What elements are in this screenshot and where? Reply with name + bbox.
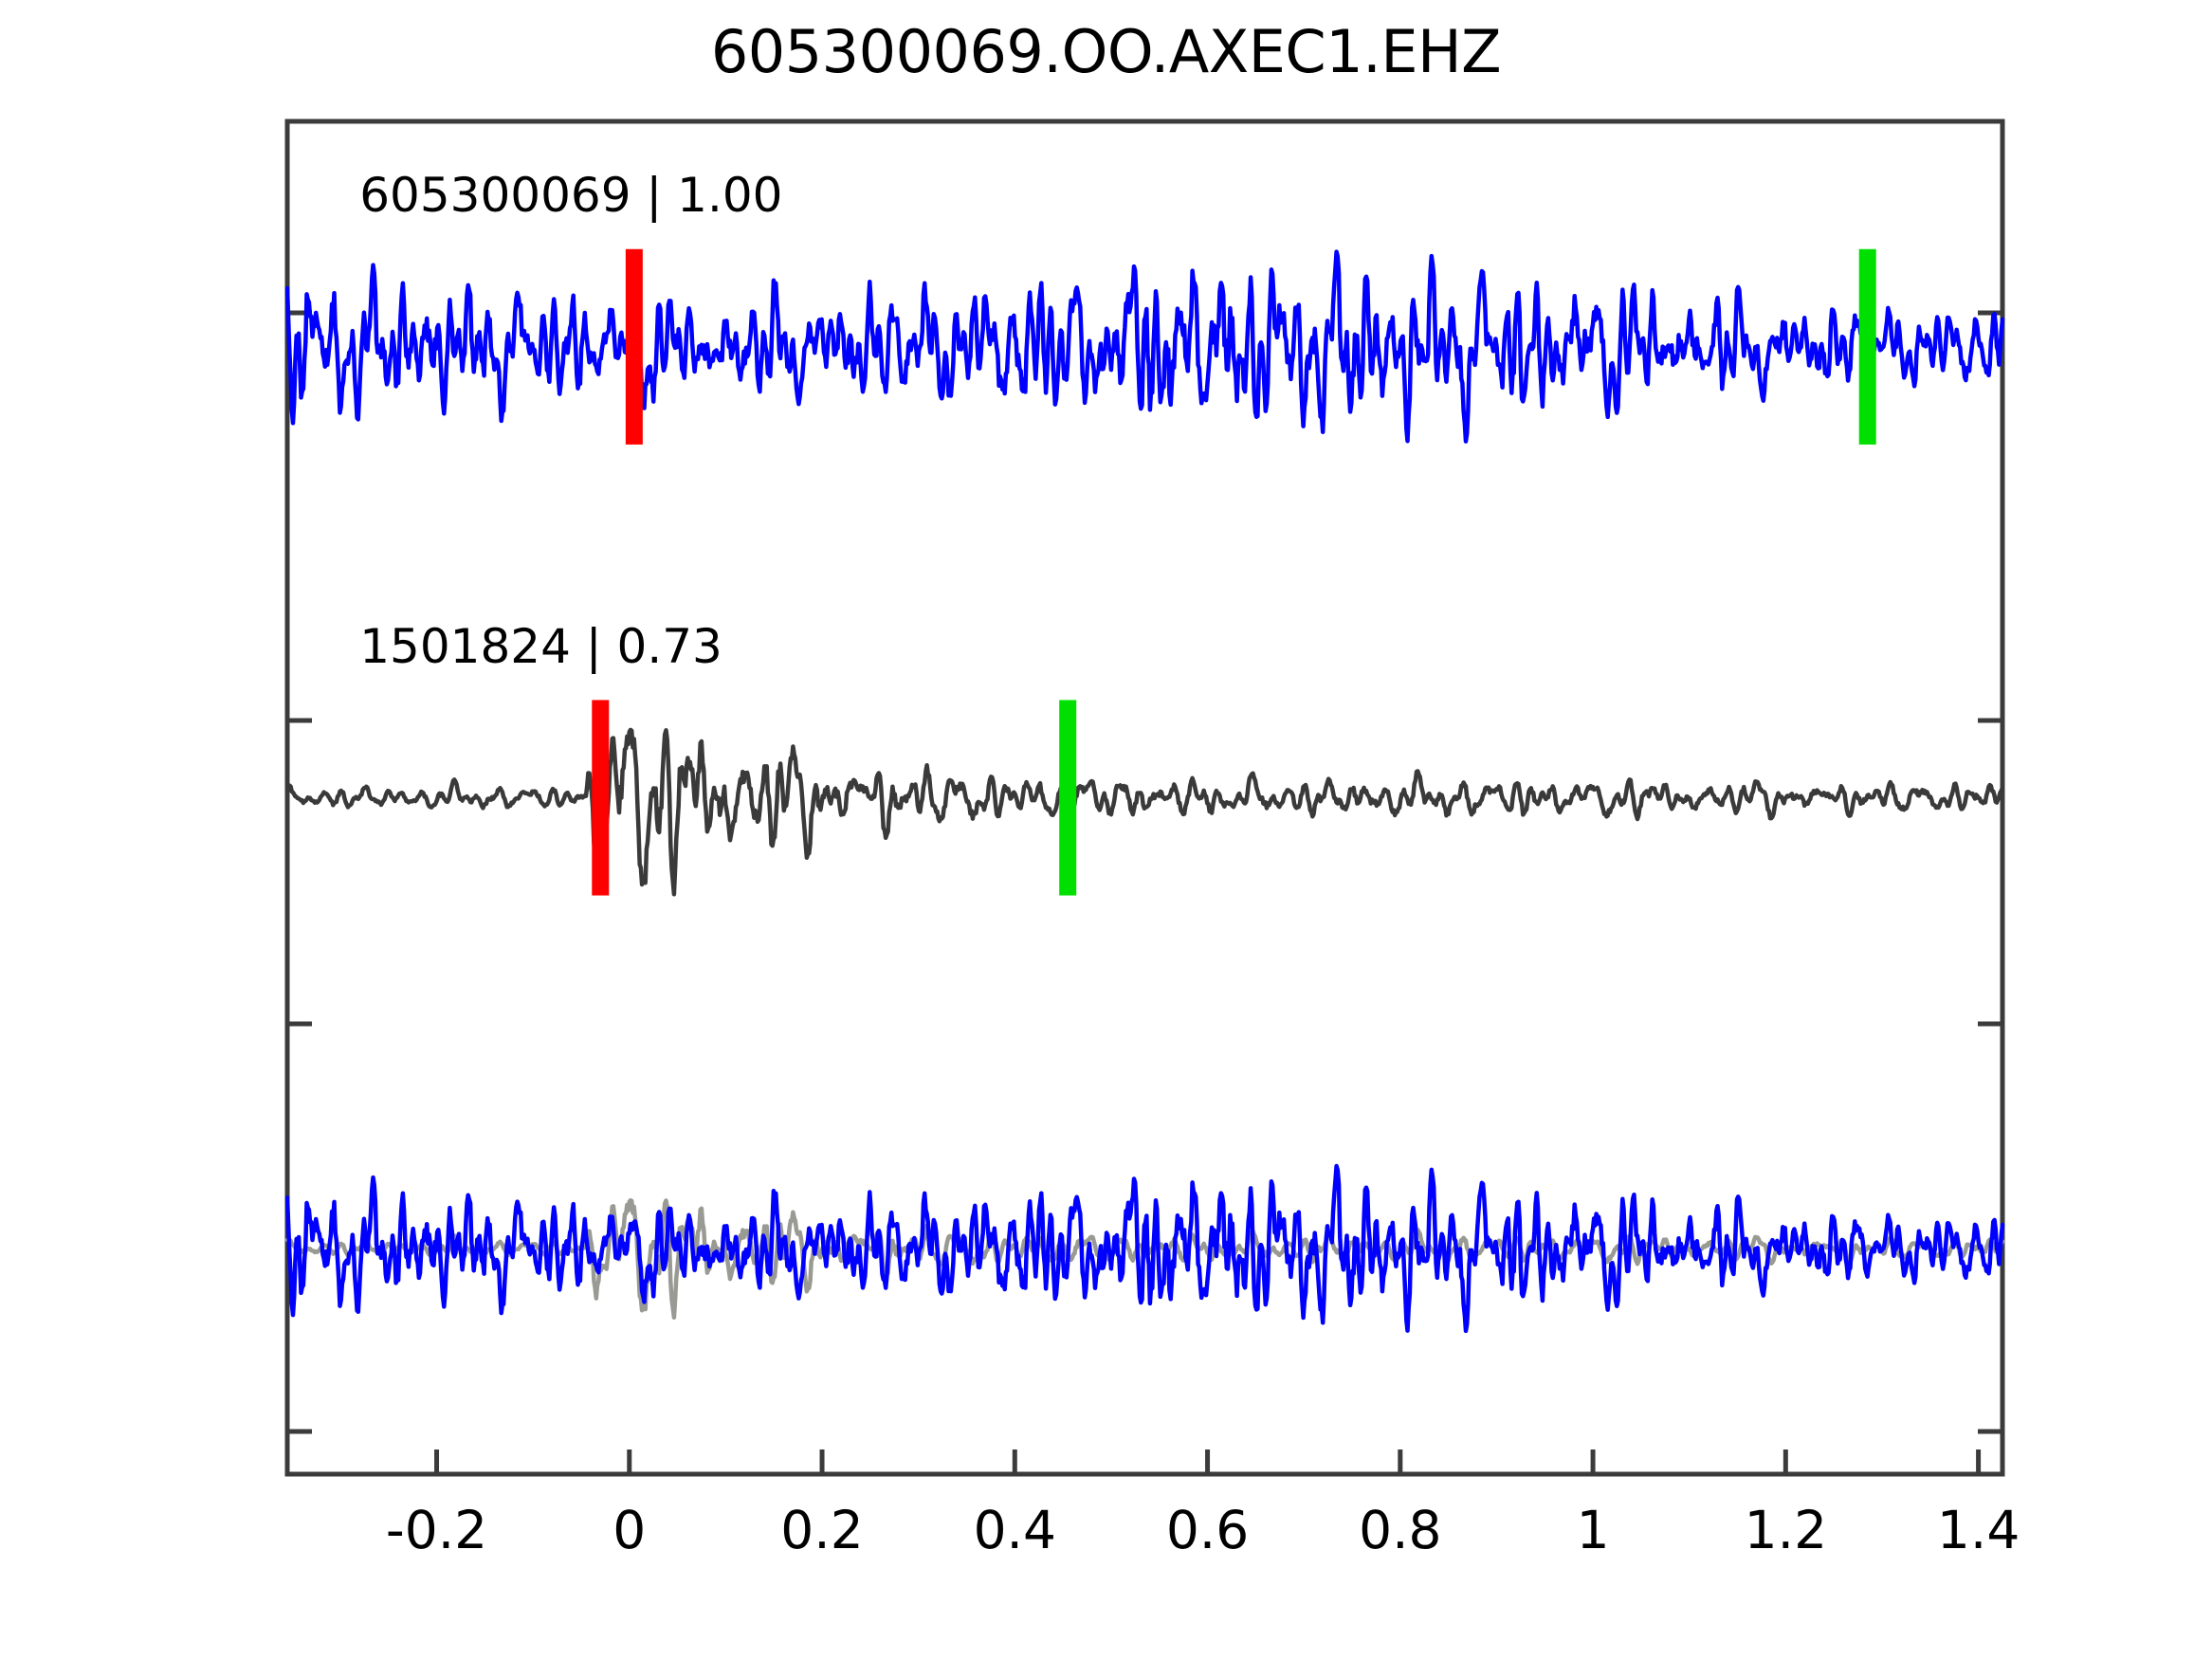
- y-tick-marks: [287, 310, 2002, 1434]
- x-tick-label: 0.8: [1359, 1500, 1441, 1560]
- x-tick-label: 1.4: [1937, 1500, 2020, 1560]
- waveform-detection-trace: [284, 727, 2005, 897]
- pick-marker-pick-start: [625, 248, 643, 445]
- pick-marker-pick-end: [1858, 248, 1876, 445]
- trace-labels: 605300069 | 1.00 1501824 | 0.73: [359, 168, 782, 674]
- x-tick-label: 0.2: [780, 1500, 863, 1560]
- x-tick-labels: -0.2 0 0.2 0.4 0.6 0.8 1 1.2 1.4: [386, 1500, 2020, 1560]
- waveform-traces: [284, 249, 2005, 1334]
- axes-frame: [284, 118, 2005, 1477]
- page-title: 605300069.OO.AXEC1.EHZ: [710, 17, 1502, 86]
- pick-marker-pick-end: [1059, 700, 1077, 896]
- x-tick-label: 0.4: [974, 1500, 1056, 1560]
- x-tick-marks: [434, 1449, 1982, 1474]
- x-tick-label: 1: [1577, 1500, 1610, 1560]
- waveform-template-trace: [284, 249, 2005, 444]
- x-tick-label: 1.2: [1745, 1500, 1827, 1560]
- pick-marker-pick-start: [592, 700, 610, 896]
- trace-label-template-trace: 605300069 | 1.00: [359, 168, 782, 223]
- pick-markers: [592, 248, 1876, 896]
- x-tick-label: -0.2: [386, 1500, 487, 1560]
- trace-label-detection-trace: 1501824 | 0.73: [359, 619, 722, 674]
- x-tick-label: 0.6: [1166, 1500, 1249, 1560]
- x-tick-label: 0: [612, 1500, 646, 1560]
- waveform-overlay-blue-trace: [284, 1163, 2005, 1334]
